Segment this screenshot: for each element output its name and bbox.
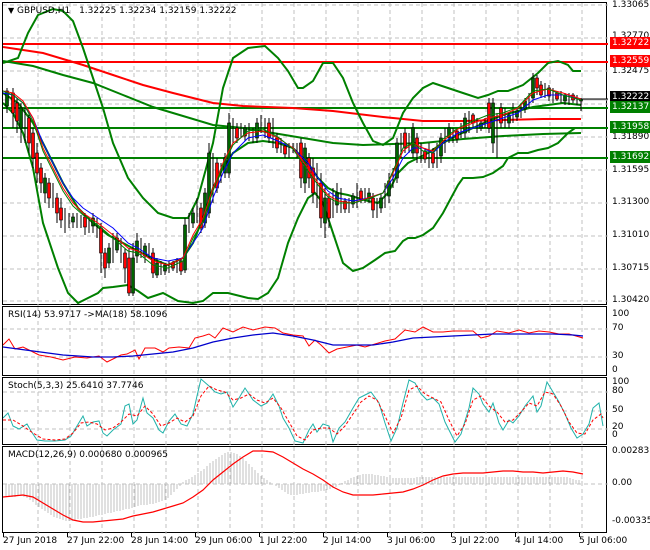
price-chart-pane[interactable]: ▼ GBPUSD,H1 1.32225 1.32234 1.32159 1.32… xyxy=(2,2,608,306)
time-label: 28 Jun 14:00 xyxy=(131,536,189,546)
time-label: 2 Jul 14:00 xyxy=(323,536,372,546)
time-label: 1 Jul 22:00 xyxy=(259,536,308,546)
macd-tick: -0.003351 xyxy=(612,516,650,526)
time-tick-mark xyxy=(451,533,452,537)
rsi-tick: 30 xyxy=(612,351,624,361)
time-tick-mark xyxy=(195,533,196,537)
price-tick: 1.31010 xyxy=(612,230,650,240)
time-tick-mark xyxy=(259,533,260,537)
stochastic-canvas xyxy=(3,378,608,446)
time-label: 27 Jun 2018 xyxy=(3,536,58,546)
rsi-label: RSI(14) 53.9717 ->MA(18) 58.1096 xyxy=(8,310,168,320)
time-tick-mark xyxy=(515,533,516,537)
stoch-tick: 0 xyxy=(612,430,618,440)
macd-label: MACD(12,26,9) 0.000680 0.000965 xyxy=(8,450,168,460)
stochastic-pane[interactable]: Stoch(5,3,3) 25.6410 37.7746 xyxy=(2,377,608,446)
support-level-tag: 1.31958 xyxy=(610,121,650,133)
time-label: 29 Jun 06:00 xyxy=(195,536,253,546)
stochastic-label: Stoch(5,3,3) 25.6410 37.7746 xyxy=(8,381,144,391)
price-tick: 1.33065 xyxy=(612,0,650,10)
triangle-down-icon[interactable]: ▼ xyxy=(8,6,15,15)
time-tick-mark xyxy=(323,533,324,537)
price-tick: 1.30420 xyxy=(612,295,650,305)
time-label: 27 Jun 22:00 xyxy=(67,536,125,546)
resistance-level-tag: 1.32559 xyxy=(610,55,650,67)
price-chart-canvas xyxy=(3,3,608,306)
price-tick: 1.30715 xyxy=(612,263,650,273)
time-tick-mark xyxy=(387,533,388,537)
price-tick: 1.31300 xyxy=(612,197,650,207)
time-tick-mark xyxy=(3,533,4,537)
symbol-header: ▼ GBPUSD,H1 1.32225 1.32234 1.32159 1.32… xyxy=(8,6,237,16)
stoch-tick: 20 xyxy=(612,422,624,432)
macd-tick: 0.002831 xyxy=(612,446,650,456)
time-tick-mark xyxy=(67,533,68,537)
time-label: 3 Jul 06:00 xyxy=(387,536,436,546)
time-label: 3 Jul 22:00 xyxy=(451,536,500,546)
rsi-pane[interactable]: RSI(14) 53.9717 ->MA(18) 58.1096 xyxy=(2,306,608,377)
ohlc-values: 1.32225 1.32234 1.32159 1.32222 xyxy=(79,6,237,16)
rsi-canvas xyxy=(3,307,608,377)
price-tick: 1.32475 xyxy=(612,66,650,76)
time-tick-mark xyxy=(579,533,580,537)
stoch-tick: 50 xyxy=(612,405,624,415)
rsi-tick: 70 xyxy=(612,323,624,333)
stoch-tick: 100 xyxy=(612,377,630,387)
current-price-tag: 1.32222 xyxy=(610,91,650,103)
macd-canvas xyxy=(3,447,608,534)
stoch-tick: 80 xyxy=(612,386,624,396)
macd-tick: 0.00 xyxy=(612,478,633,488)
rsi-tick: 100 xyxy=(612,309,630,319)
support-level-tag: 1.32137 xyxy=(610,101,650,113)
time-label: 5 Jul 06:00 xyxy=(579,536,628,546)
symbol-label: GBPUSD,H1 xyxy=(17,6,71,16)
price-tick: 1.31890 xyxy=(612,132,650,142)
support-level-tag: 1.31692 xyxy=(610,151,650,163)
time-tick-mark xyxy=(131,533,132,537)
macd-pane[interactable]: MACD(12,26,9) 0.000680 0.000965 xyxy=(2,446,608,534)
price-tick: 1.31595 xyxy=(612,165,650,175)
rsi-tick: 0 xyxy=(612,365,618,375)
price-tick: 1.32770 xyxy=(612,31,650,41)
time-label: 4 Jul 14:00 xyxy=(515,536,564,546)
resistance-level-tag: 1.32722 xyxy=(610,37,650,49)
macd-histogram xyxy=(5,452,583,521)
